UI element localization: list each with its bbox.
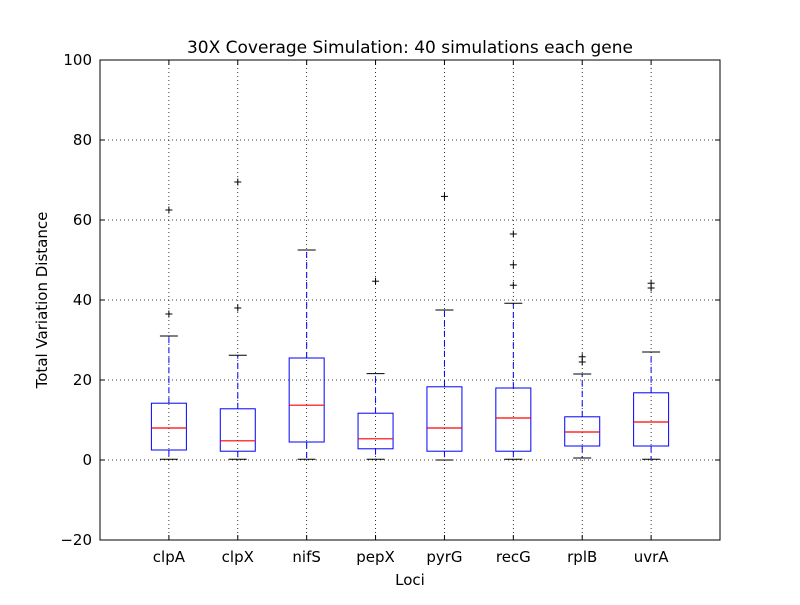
box-iqr [633,392,670,447]
y-tick-label: −20 [60,531,92,549]
outlier-marker [165,310,173,318]
outlier-marker [509,230,517,238]
x-axis-label: Loci [395,571,425,589]
box-uvrA [633,279,670,460]
outlier-marker [647,279,655,287]
x-tick-label: pyrG [426,548,462,566]
outlier-marker [372,277,380,285]
box-iqr [357,412,394,450]
y-axis-label: Total Variation Distance [33,212,51,390]
chart-title: 30X Coverage Simulation: 40 simulations … [187,38,633,58]
box-iqr [150,402,187,451]
box-iqr [426,386,463,452]
y-tick-label: 20 [73,371,92,389]
x-tick-label: recG [496,548,531,566]
x-tick-label: rplB [567,548,597,566]
y-tick-label: 0 [82,451,92,469]
outlier-marker [234,178,242,186]
outlier-marker [578,353,586,361]
y-tick-label: 80 [73,131,92,149]
box-rplB [564,353,601,459]
x-tick-label: nifS [292,548,320,566]
y-tick-label: 40 [73,291,92,309]
x-tick-label: clpA [153,548,186,566]
box-iqr [288,357,325,443]
box-clpX [219,178,256,460]
outlier-marker [165,206,173,214]
box-recG [495,230,532,460]
outlier-marker [509,261,517,269]
box-nifS [288,249,325,460]
x-tick-label: uvrA [634,548,670,566]
box-layer [150,178,670,461]
tick-layer: −20 0 20 40 60 80 100 clpA clpX nifS pepX pyrG recG r… [60,51,720,566]
outlier-marker [440,192,448,200]
y-tick-label: 100 [63,51,92,69]
box-pepX [357,277,394,460]
x-tick-label: clpX [222,548,254,566]
outlier-marker [234,304,242,312]
box-pyrG [426,192,463,461]
x-tick-label: pepX [356,548,395,566]
y-tick-label: 60 [73,211,92,229]
outlier-marker [509,281,517,289]
box-iqr [219,408,256,452]
box-clpA [150,206,187,460]
box-iqr [495,387,532,452]
